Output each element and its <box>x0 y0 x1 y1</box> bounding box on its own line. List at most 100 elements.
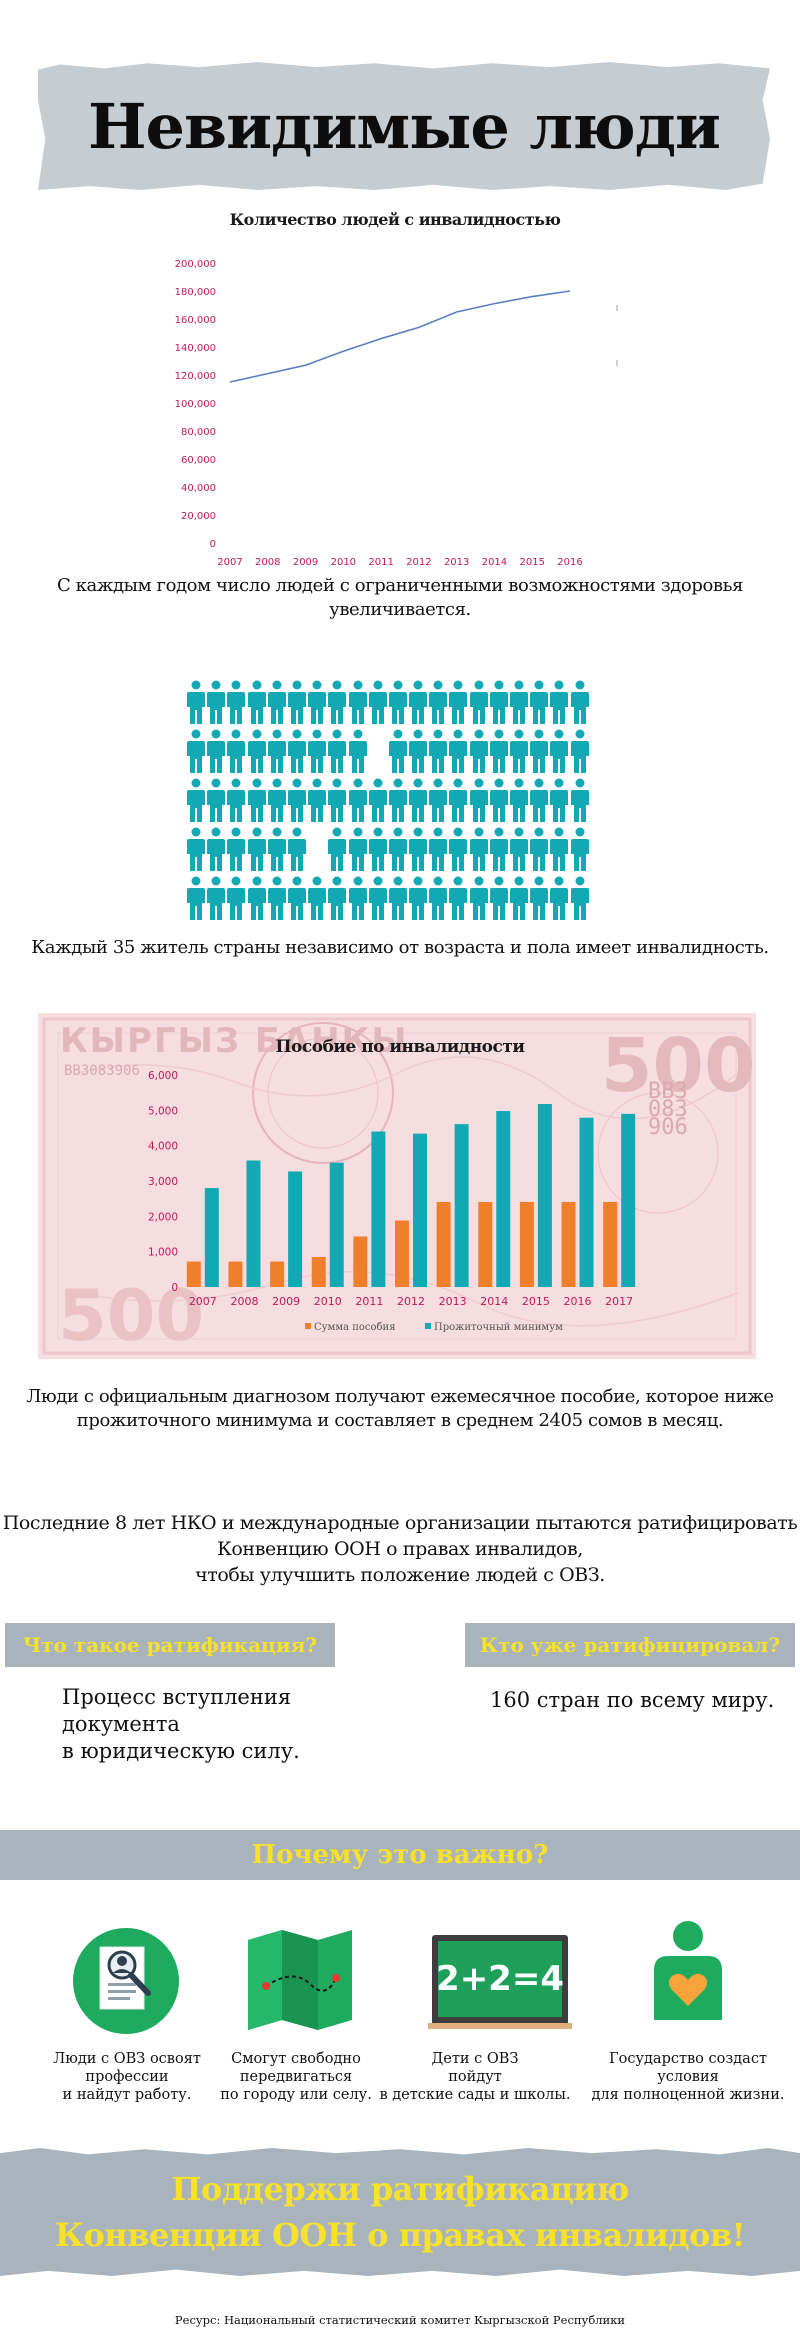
person-icon <box>247 827 267 876</box>
map-route-icon <box>244 1928 356 2032</box>
person-icon <box>549 778 569 827</box>
y-tick-label: 0 <box>171 1282 178 1294</box>
person-icon <box>307 827 327 876</box>
what-ratification-line: Процесс вступления <box>62 1685 292 1709</box>
person-icon <box>509 778 529 827</box>
person-icon <box>247 876 267 925</box>
person-icon <box>307 876 327 925</box>
y-tick-label: 160,000 <box>175 315 216 326</box>
legend-swatch <box>425 1323 431 1329</box>
who-ratified-header: Кто уже ратифицировал? <box>465 1623 795 1667</box>
person-icon <box>186 827 206 876</box>
person-icon <box>529 729 549 778</box>
x-tick-label: 2010 <box>331 557 356 568</box>
bar-benefit <box>603 1202 618 1287</box>
x-tick-label: 2009 <box>272 1295 300 1308</box>
person-icon <box>408 876 428 925</box>
person-icon <box>247 680 267 729</box>
y-tick-label: 3,000 <box>148 1176 178 1188</box>
person-icon <box>448 680 468 729</box>
what-ratification-text: Процесс вступления документа в юридическ… <box>62 1684 362 1765</box>
source-note: Ресурс: Национальный статистический коми… <box>174 2313 626 2327</box>
person-icon <box>368 729 388 778</box>
person-icon <box>549 876 569 925</box>
person-icon <box>509 729 529 778</box>
ngo-caption-line: Последние 8 лет НКО и международные орга… <box>2 1512 798 1534</box>
bar-subsistence <box>537 1103 552 1287</box>
caption-line: пойдут <box>448 2069 502 2085</box>
line-chart: 0 20,000 40,000 60,000 80,000 100,000 120,000 1… <box>175 259 583 568</box>
person-icon <box>186 876 206 925</box>
caption-line: профессии <box>85 2069 169 2085</box>
bar-benefit <box>186 1261 201 1287</box>
person-icon <box>489 680 509 729</box>
x-tick-label: 2009 <box>293 557 318 568</box>
person-heart-icon <box>648 1920 728 2024</box>
page-title: Невидимые люди <box>87 89 721 163</box>
person-icon <box>509 680 529 729</box>
x-tick-label: 2011 <box>355 1295 383 1308</box>
ngo-caption-line: Конвенцию ООН о правах инвалидов, <box>217 1538 583 1560</box>
bar-subsistence <box>454 1124 469 1287</box>
chalkboard-icon: 2+2=4 <box>428 1935 572 2031</box>
y-tick-label: 1,000 <box>148 1247 178 1259</box>
person-icon <box>327 778 347 827</box>
what-ratification-line: в юридическую силу. <box>62 1739 300 1763</box>
benefit-caption-line: Люди с официальным диагнозом получают еж… <box>26 1386 774 1407</box>
growth-caption: С каждым годом число людей с ограниченны… <box>56 575 744 620</box>
bar-benefit <box>270 1261 285 1287</box>
bar-subsistence <box>413 1133 427 1287</box>
bar-subsistence <box>621 1113 636 1287</box>
bar-chart: 0 1,000 2,000 3,000 4,000 5,000 6,000 2007 2008 2… <box>148 1070 636 1333</box>
person-icon <box>348 827 368 876</box>
why-caption-jobs: Люди с ОВЗ освоят профессии и найдут раб… <box>32 2050 222 2104</box>
banknote-value-bottom: 500 <box>58 1275 205 1357</box>
person-icon <box>287 680 307 729</box>
series-line <box>229 290 571 383</box>
y-tick-label: 120,000 <box>175 371 216 382</box>
person-icon <box>469 876 489 925</box>
caption-line: в детские сады и школы. <box>379 2087 571 2103</box>
legend-label: Сумма пособия <box>314 1322 396 1333</box>
caption-line: и найдут работу. <box>62 2087 192 2103</box>
y-tick-label: 80,000 <box>181 427 216 438</box>
caption-line: Люди с ОВЗ освоят <box>53 2051 201 2067</box>
why-caption-state: Государство создаст условия для полноцен… <box>583 2050 793 2104</box>
person-icon <box>408 680 428 729</box>
person-icon <box>307 778 327 827</box>
what-ratification-header: Что такое ратификация? <box>5 1623 335 1667</box>
bar-subsistence <box>329 1162 344 1287</box>
chart-artifact <box>616 360 618 366</box>
person-icon <box>307 729 327 778</box>
person-icon <box>570 876 590 925</box>
person-icon <box>307 680 327 729</box>
person-icon <box>529 778 549 827</box>
x-tick-label: 2007 <box>189 1295 217 1308</box>
person-icon <box>388 729 408 778</box>
y-tick-label: 180,000 <box>175 287 216 298</box>
person-icon <box>529 827 549 876</box>
legend-swatch <box>305 1323 311 1329</box>
person-icon <box>206 729 226 778</box>
bar-chart-title-wrap: Пособие по инвалидности <box>200 1037 600 1057</box>
x-tick-label: 2010 <box>314 1295 342 1308</box>
x-tick-label: 2015 <box>522 1295 550 1308</box>
x-tick-label: 2007 <box>217 557 242 568</box>
caption-line: по городу или селу. <box>220 2087 372 2103</box>
caption-line: условия <box>657 2069 719 2085</box>
person-icon <box>489 778 509 827</box>
x-tick-label: 2016 <box>564 1295 592 1308</box>
y-tick-label: 0 <box>210 539 216 550</box>
caption-line: Дети с ОВЗ <box>431 2051 519 2067</box>
caption-line: Смогут свободно <box>231 2051 361 2067</box>
person-icon <box>529 680 549 729</box>
person-icon <box>226 680 246 729</box>
x-tick-label: 2017 <box>605 1295 633 1308</box>
pictogram-people <box>186 680 590 925</box>
person-icon <box>509 827 529 876</box>
cta-line: Поддержи ратификацию <box>171 2170 629 2208</box>
bar-benefit <box>353 1236 368 1287</box>
x-tick-label: 2012 <box>397 1295 425 1308</box>
person-icon <box>408 778 428 827</box>
bar-subsistence <box>371 1131 386 1287</box>
